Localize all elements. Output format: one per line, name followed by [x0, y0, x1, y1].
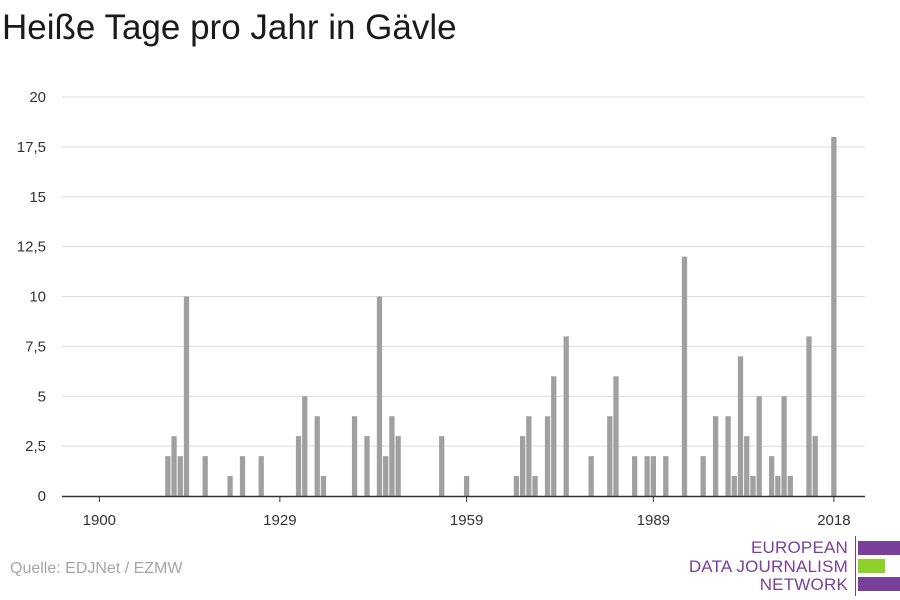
- bar: [613, 376, 619, 496]
- logo-line-european: EUROPEAN: [750, 538, 848, 557]
- bar: [650, 456, 657, 496]
- y-tick-label: 15: [29, 189, 46, 206]
- y-tick-label: 20: [29, 89, 46, 106]
- logo-line-network: NETWORK: [759, 575, 848, 594]
- bar: [607, 416, 613, 496]
- bar: [756, 396, 762, 496]
- bar: [632, 456, 638, 496]
- bar: [700, 456, 706, 496]
- bar: [775, 476, 781, 496]
- bar: [463, 476, 470, 496]
- bar: [731, 476, 737, 496]
- source-note: Quelle: EDJNet / EZMW: [10, 560, 183, 577]
- bar: [806, 336, 812, 496]
- bar: [544, 416, 551, 496]
- bar: [395, 436, 401, 496]
- x-tick-label: 1989: [637, 512, 670, 529]
- bar: [165, 456, 171, 496]
- bar: [750, 476, 756, 496]
- bar: [183, 296, 190, 496]
- bar: [526, 416, 532, 496]
- bar: [725, 416, 731, 496]
- bar: [295, 436, 302, 496]
- y-tick-label: 10: [29, 289, 46, 306]
- bar: [737, 356, 744, 496]
- bar: [389, 416, 395, 496]
- logo-bar-purple-bottom: [858, 577, 900, 591]
- bar: [513, 476, 520, 496]
- bar: [768, 456, 775, 496]
- bar: [202, 456, 208, 496]
- bar: [439, 436, 445, 496]
- bar: [781, 396, 787, 496]
- bar: [177, 456, 183, 496]
- logo-line-data-journalism: DATA JOURNALISM: [688, 557, 848, 576]
- logo-divider: [855, 536, 856, 596]
- bar: [744, 436, 750, 496]
- bar: [831, 136, 837, 496]
- logo-bar-green: [858, 559, 885, 573]
- bar: [812, 436, 818, 496]
- bar: [376, 296, 383, 496]
- bar: [787, 476, 793, 496]
- bar: [239, 456, 246, 496]
- bar: [681, 256, 688, 496]
- bar: [364, 436, 370, 496]
- y-tick-label: 2,5: [25, 438, 46, 455]
- bar: [563, 336, 569, 496]
- chart-title: Heiße Tage pro Jahr in Gävle: [2, 8, 457, 47]
- y-tick-label: 0: [38, 488, 46, 505]
- x-tick-label: 1900: [83, 512, 116, 529]
- y-tick-label: 17,5: [17, 139, 46, 156]
- bar: [712, 416, 719, 496]
- bar: [302, 396, 308, 496]
- bar: [258, 456, 264, 496]
- x-tick-label: 1959: [450, 512, 483, 529]
- bar: [314, 416, 320, 496]
- bar: [519, 436, 526, 496]
- logo-bar-purple-top: [858, 541, 900, 555]
- bar: [351, 416, 358, 496]
- edjnet-logo: EUROPEAN DATA JOURNALISM NETWORK: [688, 536, 900, 596]
- bar: [383, 456, 389, 496]
- x-tick-label: 2018: [817, 512, 850, 529]
- y-tick-label: 7,5: [25, 338, 46, 355]
- bar: [320, 476, 327, 496]
- bar: [532, 476, 538, 496]
- y-tick-label: 12,5: [17, 239, 46, 256]
- bar: [644, 456, 650, 496]
- bar: [227, 476, 233, 496]
- bar: [171, 436, 177, 496]
- x-tick-label: 1929: [263, 512, 296, 529]
- bar: [588, 456, 594, 496]
- y-tick-label: 5: [38, 388, 46, 405]
- bar: [551, 376, 557, 496]
- bar: [663, 456, 669, 496]
